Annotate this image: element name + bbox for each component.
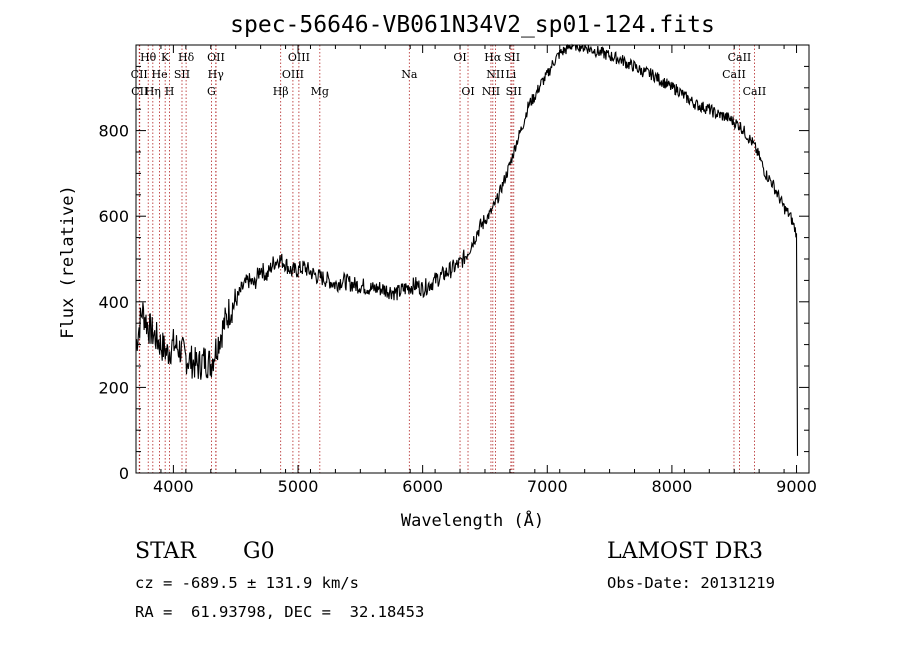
- line-marker-label: Na: [401, 68, 418, 81]
- emission-line-markers: [138, 45, 755, 473]
- line-marker-label: Hβ: [273, 85, 289, 98]
- y-tick-label: 0: [119, 464, 129, 483]
- x-tick-label: 4000: [153, 477, 194, 496]
- y-tick-label: 400: [98, 293, 129, 312]
- line-marker-label: SII: [504, 51, 520, 64]
- y-axis-ticks: 0 200 400 600 800: [98, 65, 809, 483]
- y-tick-label: 800: [98, 122, 129, 141]
- line-marker-label: Hη: [145, 85, 161, 98]
- object-subclass: G0: [243, 539, 275, 564]
- y-tick-label: 200: [98, 378, 129, 397]
- x-tick-label: 8000: [652, 477, 693, 496]
- line-marker-label: CII: [131, 68, 148, 81]
- coordinates: RA = 61.93798, DEC = 32.18453: [135, 603, 425, 621]
- redshift-text: cz = -689.5 ± 131.9 km/s: [135, 574, 359, 592]
- object-class: STAR: [135, 539, 196, 564]
- line-marker-label: Hα: [484, 51, 502, 64]
- line-marker-label: H: [165, 85, 175, 98]
- line-marker-label: Li: [505, 68, 516, 81]
- y-axis-label: Flux (relative): [58, 185, 78, 339]
- line-marker-label: K: [161, 51, 170, 64]
- plot-frame: [135, 44, 810, 474]
- line-marker-label: OIII: [288, 51, 310, 64]
- line-marker-label: NII: [486, 68, 504, 81]
- line-marker-label: CaII: [728, 51, 752, 64]
- obs-date: Obs-Date: 20131219: [607, 574, 775, 592]
- line-marker-label: Mg: [311, 85, 329, 98]
- line-marker-label: CaII: [743, 85, 767, 98]
- x-tick-label: 5000: [278, 477, 319, 496]
- survey-name: LAMOST DR3: [607, 539, 763, 564]
- line-marker-label: G: [207, 85, 216, 98]
- line-marker-label: OI: [461, 85, 474, 98]
- line-marker-label: Hθ: [140, 51, 157, 64]
- line-marker-label: SII: [174, 68, 190, 81]
- line-marker-label: OII: [207, 51, 225, 64]
- spectrum-line: [135, 43, 799, 456]
- x-axis-ticks: 4000 5000 6000 7000 8000 9000: [135, 45, 817, 496]
- line-marker-label: OIII: [282, 68, 304, 81]
- x-axis-label: Wavelength (Å): [400, 511, 545, 531]
- line-marker-label: Hδ: [178, 51, 195, 64]
- chart-title: spec-56646-VB061N34V2_sp01-124.fits: [230, 12, 715, 38]
- y-tick-label: 600: [98, 207, 129, 226]
- line-marker-label: OI: [453, 51, 466, 64]
- x-tick-label: 7000: [527, 477, 568, 496]
- line-marker-label: CII: [131, 85, 148, 98]
- line-marker-label: He: [152, 68, 168, 81]
- line-marker-label: SII: [506, 85, 522, 98]
- line-marker-label: CaII: [722, 68, 746, 81]
- line-marker-label: NII: [482, 85, 500, 98]
- x-tick-label: 9000: [776, 477, 817, 496]
- x-tick-label: 6000: [402, 477, 443, 496]
- line-marker-label: Hγ: [208, 68, 225, 81]
